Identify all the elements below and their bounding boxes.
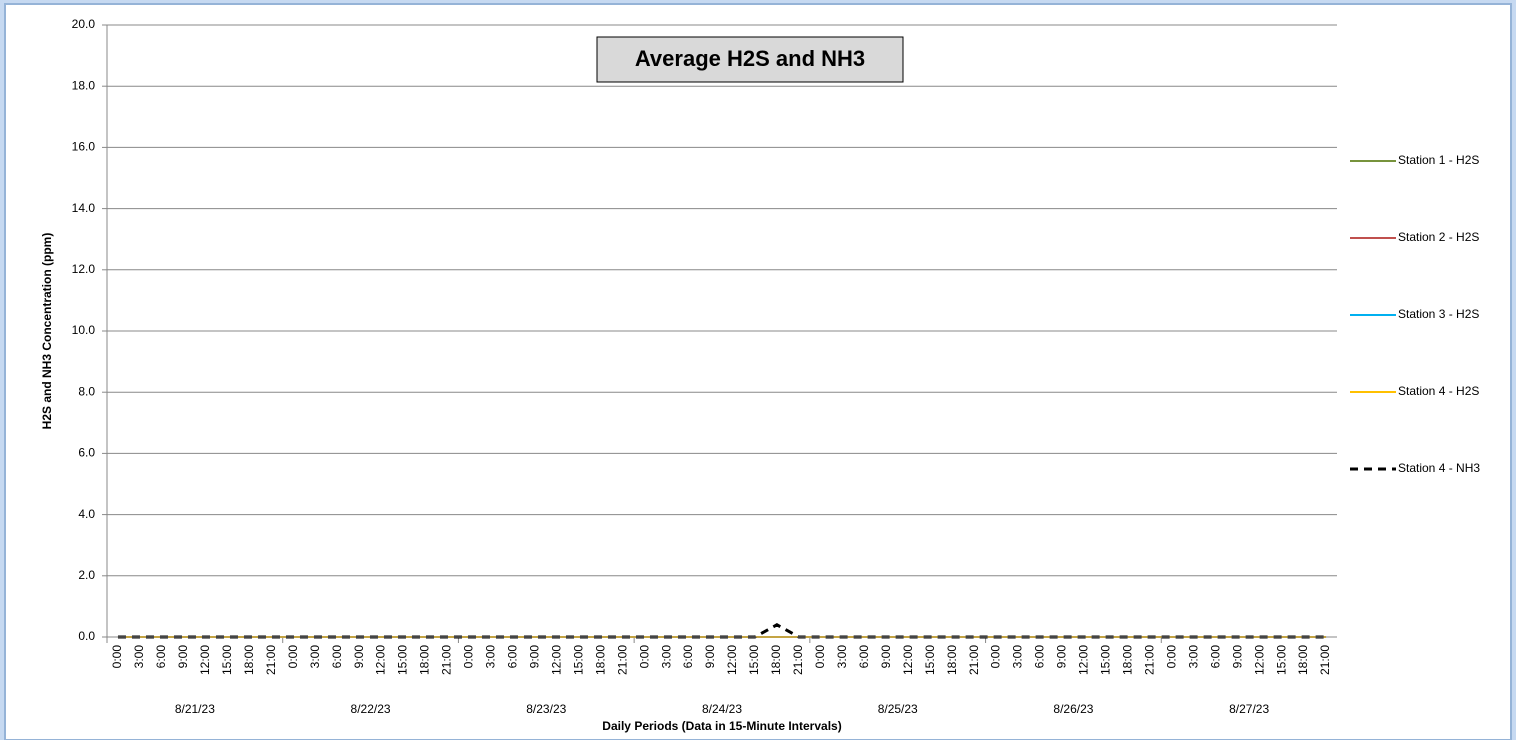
x-group-label: 8/21/23: [175, 702, 215, 716]
x-tick-label: 21:00: [967, 645, 981, 675]
x-tick-label: 15:00: [571, 645, 585, 675]
x-tick-label: 18:00: [242, 645, 256, 675]
chart-frame: [4, 3, 1512, 740]
x-tick-label: 3:00: [132, 645, 146, 669]
y-tick-label: 14.0: [72, 201, 96, 215]
y-tick-label: 12.0: [72, 262, 96, 276]
x-group-label: 8/27/23: [1229, 702, 1269, 716]
x-tick-label: 0:00: [637, 645, 651, 669]
x-tick-label: 6:00: [1033, 645, 1047, 669]
legend-label: Station 3 - H2S: [1398, 307, 1479, 321]
x-tick-label: 15:00: [747, 645, 761, 675]
x-tick-label: 0:00: [110, 645, 124, 669]
x-group-label: 8/23/23: [526, 702, 566, 716]
x-tick-label: 15:00: [1274, 645, 1288, 675]
x-tick-label: 9:00: [703, 645, 717, 669]
y-tick-label: 20.0: [72, 17, 96, 31]
x-tick-label: 15:00: [220, 645, 234, 675]
x-tick-label: 18:00: [769, 645, 783, 675]
y-tick-label: 18.0: [72, 78, 96, 92]
x-tick-label: 0:00: [813, 645, 827, 669]
y-tick-label: 6.0: [78, 446, 95, 460]
x-tick-label: 6:00: [506, 645, 520, 669]
x-group-label: 8/24/23: [702, 702, 742, 716]
x-axis-title: Daily Periods (Data in 15-Minute Interva…: [602, 719, 841, 733]
x-tick-label: 21:00: [615, 645, 629, 675]
x-tick-label: 0:00: [989, 645, 1003, 669]
x-tick-label: 6:00: [154, 645, 168, 669]
y-tick-label: 10.0: [72, 323, 96, 337]
x-tick-label: 18:00: [945, 645, 959, 675]
x-tick-label: 9:00: [1230, 645, 1244, 669]
x-tick-label: 21:00: [791, 645, 805, 675]
x-tick-label: 3:00: [1011, 645, 1025, 669]
x-tick-label: 12:00: [549, 645, 563, 675]
x-tick-label: 21:00: [440, 645, 454, 675]
x-tick-label: 0:00: [462, 645, 476, 669]
x-tick-label: 12:00: [901, 645, 915, 675]
x-tick-label: 15:00: [396, 645, 410, 675]
x-tick-label: 6:00: [681, 645, 695, 669]
x-tick-label: 3:00: [484, 645, 498, 669]
x-tick-label: 18:00: [418, 645, 432, 675]
x-group-label: 8/25/23: [878, 702, 918, 716]
x-tick-label: 12:00: [1077, 645, 1091, 675]
y-tick-label: 8.0: [78, 384, 95, 398]
legend-label: Station 1 - H2S: [1398, 153, 1479, 167]
x-tick-label: 0:00: [286, 645, 300, 669]
x-tick-label: 3:00: [835, 645, 849, 669]
x-tick-label: 3:00: [308, 645, 322, 669]
x-tick-label: 15:00: [923, 645, 937, 675]
x-tick-label: 21:00: [1318, 645, 1332, 675]
x-tick-label: 21:00: [264, 645, 278, 675]
x-tick-label: 12:00: [725, 645, 739, 675]
x-tick-label: 12:00: [374, 645, 388, 675]
title-box: [596, 36, 904, 83]
x-tick-label: 9:00: [1055, 645, 1069, 669]
legend-label: Station 2 - H2S: [1398, 230, 1479, 244]
y-tick-label: 0.0: [78, 629, 95, 643]
x-tick-label: 3:00: [1186, 645, 1200, 669]
x-tick-label: 18:00: [1296, 645, 1310, 675]
y-axis-title: H2S and NH3 Concentration (ppm): [40, 233, 54, 430]
x-tick-label: 12:00: [1252, 645, 1266, 675]
x-tick-label: 9:00: [879, 645, 893, 669]
x-tick-label: 6:00: [330, 645, 344, 669]
y-tick-label: 4.0: [78, 507, 95, 521]
x-tick-label: 12:00: [198, 645, 212, 675]
x-tick-label: 21:00: [1142, 645, 1156, 675]
x-tick-label: 3:00: [659, 645, 673, 669]
x-tick-label: 6:00: [857, 645, 871, 669]
chart-title: Average H2S and NH3: [635, 46, 865, 71]
y-tick-label: 16.0: [72, 140, 96, 154]
legend-label: Station 4 - H2S: [1398, 384, 1479, 398]
x-tick-label: 6:00: [1208, 645, 1222, 669]
x-group-label: 8/26/23: [1053, 702, 1093, 716]
x-tick-label: 9:00: [527, 645, 541, 669]
x-tick-label: 0:00: [1164, 645, 1178, 669]
x-tick-label: 9:00: [176, 645, 190, 669]
x-tick-label: 18:00: [1121, 645, 1135, 675]
legend-label: Station 4 - NH3: [1398, 461, 1480, 475]
y-tick-label: 2.0: [78, 568, 95, 582]
x-group-label: 8/22/23: [351, 702, 391, 716]
x-tick-label: 15:00: [1099, 645, 1113, 675]
x-tick-label: 9:00: [352, 645, 366, 669]
x-tick-label: 18:00: [593, 645, 607, 675]
